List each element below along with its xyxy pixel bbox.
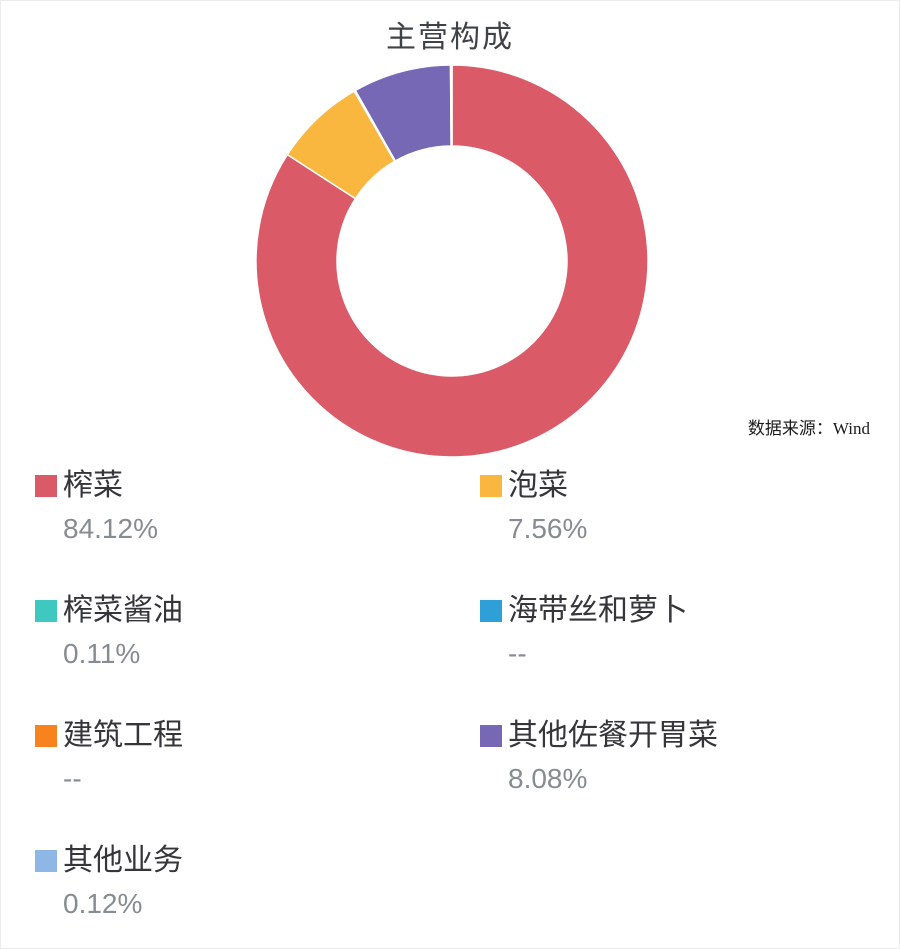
legend-label: 榨菜酱油 <box>63 594 183 627</box>
legend-item-zhacai-jiangyou[interactable]: 榨菜酱油 0.11% <box>35 593 480 670</box>
legend-item-haidaisi-luobo[interactable]: 海带丝和萝卜 -- <box>480 593 900 670</box>
legend-swatch <box>35 725 57 747</box>
legend-item-jianzhu-gongcheng[interactable]: 建筑工程 -- <box>35 718 480 795</box>
legend-swatch <box>480 725 502 747</box>
data-source-note: 数据来源：Wind <box>747 419 870 438</box>
legend-label: 榨菜 <box>63 469 123 502</box>
legend-label: 建筑工程 <box>63 719 183 752</box>
legend-label: 其他业务 <box>63 844 183 877</box>
pie-slice-6[interactable] <box>449 64 453 147</box>
legend-value: 0.12% <box>63 888 143 919</box>
legend-value: 7.56% <box>508 513 588 544</box>
legend-swatch <box>480 475 502 497</box>
chart-title: 主营构成 <box>386 21 514 54</box>
legend-swatch <box>35 600 57 622</box>
legend-label: 泡菜 <box>508 469 568 502</box>
legend-label: 海带丝和萝卜 <box>508 594 688 627</box>
legend-item-zhacai[interactable]: 榨菜 84.12% <box>35 468 480 545</box>
legend-value: 8.08% <box>508 763 588 794</box>
legend-label: 其他佐餐开胃菜 <box>508 719 718 752</box>
pie-slice-0[interactable] <box>255 64 649 458</box>
legend-swatch <box>480 600 502 622</box>
donut-chart <box>255 64 649 458</box>
legend: 榨菜 84.12% 泡菜 7.56% 榨菜酱油 0.11% 海带丝和萝卜 -- <box>35 468 900 920</box>
legend-value: 84.12% <box>63 513 158 544</box>
legend-item-qita-yewu[interactable]: 其他业务 0.12% <box>35 843 480 920</box>
legend-swatch <box>35 475 57 497</box>
legend-item-paocai[interactable]: 泡菜 7.56% <box>480 468 900 545</box>
legend-value: 0.11% <box>63 638 141 669</box>
legend-value: -- <box>63 763 82 794</box>
legend-item-qita-zuocan[interactable]: 其他佐餐开胃菜 8.08% <box>480 718 900 795</box>
legend-value: -- <box>508 638 527 669</box>
legend-swatch <box>35 850 57 872</box>
